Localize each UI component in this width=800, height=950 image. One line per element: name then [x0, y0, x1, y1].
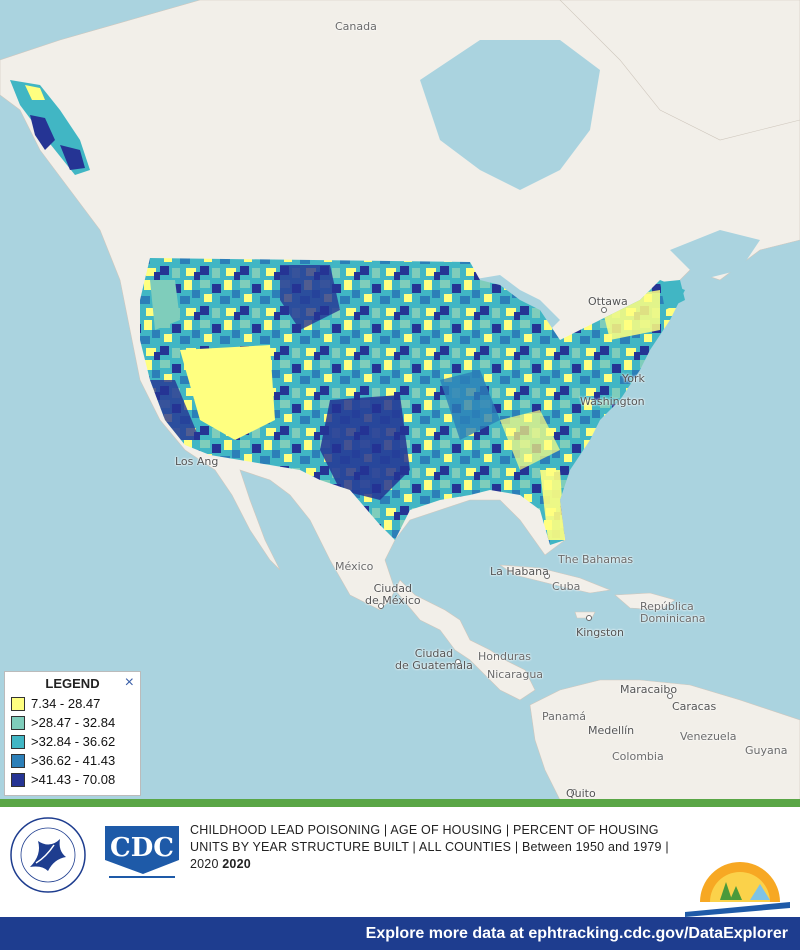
legend-item: >36.62 - 41.43 — [11, 751, 134, 770]
label-guatemala: Ciudad de Guatemala — [395, 647, 473, 672]
label-caracas: Caracas — [672, 700, 717, 713]
label-havana: La Habana — [490, 565, 549, 578]
legend-item: 7.34 - 28.47 — [11, 694, 134, 713]
legend-label: >41.43 - 70.08 — [31, 772, 116, 787]
legend-swatch — [11, 715, 25, 730]
legend-swatch — [11, 753, 25, 768]
footer-divider — [0, 799, 800, 807]
footer: CDC CHILDHOOD LEAD POISONING | AGE OF HO… — [0, 807, 800, 917]
tracking-network-logo — [685, 862, 790, 917]
legend-label: >28.47 - 32.84 — [31, 715, 116, 730]
cdc-logo: CDC — [103, 822, 181, 882]
legend-label: 7.34 - 28.47 — [31, 696, 101, 711]
explore-data-link[interactable]: Explore more data at ephtracking.cdc.gov… — [0, 917, 800, 950]
hhs-seal-icon — [10, 817, 86, 893]
label-los-angeles: Los Ang — [175, 455, 219, 468]
caption-main: CHILDHOOD LEAD POISONING | AGE OF HOUSIN… — [190, 823, 669, 871]
label-kingston: Kingston — [576, 626, 624, 639]
legend-label: >36.62 - 41.43 — [31, 753, 116, 768]
alaska-panhandle[interactable] — [10, 80, 90, 175]
jamaica-land — [574, 611, 596, 619]
label-quito: Quito — [566, 787, 596, 800]
label-washington: Washington — [580, 395, 645, 408]
legend-item: >41.43 - 70.08 — [11, 770, 134, 789]
cdc-logo-text: CDC — [110, 833, 174, 863]
label-york: York — [622, 372, 645, 385]
legend-item: >28.47 - 32.84 — [11, 713, 134, 732]
label-canada: Canada — [335, 20, 377, 33]
label-ciudad-mexico: Ciudad de México — [365, 582, 421, 607]
legend-swatch — [11, 696, 25, 711]
label-honduras: Honduras — [478, 650, 531, 663]
legend-swatch — [11, 772, 25, 787]
legend-item: >32.84 - 36.62 — [11, 732, 134, 751]
label-mexico: México — [335, 560, 374, 573]
map-base — [0, 0, 800, 800]
cuba-land — [498, 564, 612, 594]
label-maracaibo: Maracaibo — [620, 683, 678, 696]
map-caption: CHILDHOOD LEAD POISONING | AGE OF HOUSIN… — [190, 822, 690, 873]
label-guyana: Guyana — [745, 744, 788, 757]
label-bahamas: The Bahamas — [558, 553, 634, 566]
label-venezuela: Venezuela — [680, 730, 737, 743]
legend-swatch — [11, 734, 25, 749]
label-cuba: Cuba — [552, 580, 581, 593]
label-medellin: Medellín — [588, 724, 635, 737]
caption-year-bold: 2020 — [222, 857, 251, 871]
hudson-bay — [420, 40, 600, 190]
choropleth-map[interactable]: Canada Ottawa York Washington Los Ang Mé… — [0, 0, 800, 800]
legend-label: >32.84 - 36.62 — [31, 734, 116, 749]
south-america-land — [529, 679, 800, 800]
label-dominicana: Dominicana — [640, 612, 706, 625]
gulf-st-lawrence — [670, 230, 760, 280]
label-ottawa: Ottawa — [588, 295, 628, 308]
hispaniola-land — [614, 592, 676, 611]
arctic-land — [559, 0, 800, 141]
label-colombia: Colombia — [612, 750, 664, 763]
label-republica: República — [640, 600, 694, 613]
close-icon[interactable]: × — [124, 674, 134, 691]
label-nicaragua: Nicaragua — [487, 668, 544, 681]
legend-panel: LEGEND × 7.34 - 28.47 >28.47 - 32.84 >32.8… — [4, 671, 141, 796]
legend-title: LEGEND — [45, 676, 100, 691]
label-panama: Panamá — [542, 710, 587, 723]
